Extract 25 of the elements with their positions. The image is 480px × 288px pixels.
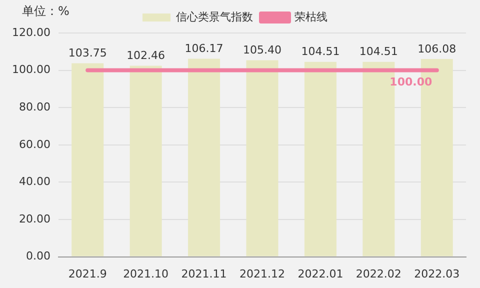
y-tick-label: 40.00	[18, 175, 50, 188]
x-tick-label: 2021.11	[181, 267, 227, 280]
legend-label: 信心类景气指数	[176, 10, 253, 24]
y-tick-label: 0.00	[26, 250, 50, 263]
x-tick-label: 2022.02	[356, 267, 402, 280]
x-tick-label: 2021.10	[123, 267, 169, 280]
y-tick-label: 60.00	[18, 138, 50, 151]
y-tick-label: 120.00	[12, 26, 50, 39]
y-tick-label: 100.00	[12, 63, 50, 76]
x-tick-label: 2022.01	[298, 267, 344, 280]
y-axis-title: 单位：%	[22, 4, 70, 18]
data-label: 105.40	[242, 44, 282, 57]
legend-label: 荣枯线	[294, 10, 328, 24]
x-tick-label: 2021.9	[68, 267, 107, 280]
data-label: 106.08	[418, 42, 456, 56]
data-label: 103.75	[68, 46, 107, 60]
y-tick-label: 80.00	[18, 100, 50, 114]
x-tick-label: 2021.12	[239, 267, 285, 280]
data-label: 102.46	[126, 49, 166, 62]
data-label: 104.51	[359, 45, 398, 58]
data-label: 106.17	[184, 42, 224, 56]
y-tick-label: 20.00	[18, 212, 50, 226]
data-label: 100.00	[390, 76, 432, 89]
data-label: 104.51	[301, 45, 340, 58]
x-tick-label: 2022.03	[414, 267, 460, 280]
